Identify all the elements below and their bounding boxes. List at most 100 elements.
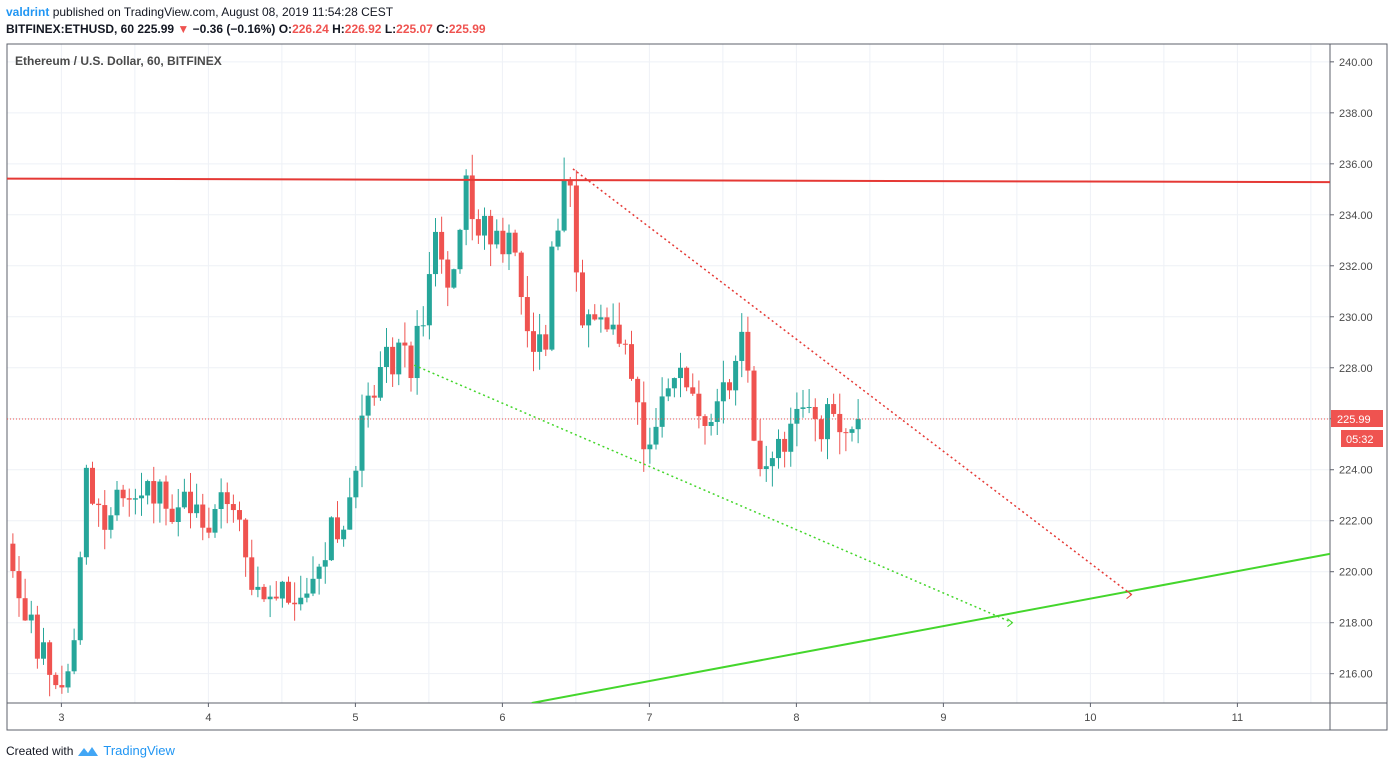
candle [384,328,390,383]
candle [831,393,837,417]
candle [126,488,132,517]
candle [769,451,775,487]
candle [377,351,383,401]
candle [206,507,212,539]
candle [77,551,83,645]
candle [439,216,445,274]
candle [132,488,138,515]
high-value: 226.92 [344,22,382,36]
candle [678,352,684,398]
candle [457,228,463,274]
candle [279,580,285,608]
footer: Created with TradingView [6,743,175,758]
candle [169,494,175,524]
candle [463,169,469,246]
candle [194,483,200,518]
candle [347,477,353,530]
price-tick-label: 222.00 [1339,516,1373,528]
candle [34,605,40,669]
price-chart[interactable]: 216.00218.00220.00222.00224.00226.00228.… [0,0,1391,740]
candle [837,393,843,455]
candle [151,466,157,524]
candle [188,472,194,529]
chart-grid [7,44,1330,703]
candle [433,218,439,287]
chart-legend: Ethereum / U.S. Dollar, 60, BITFINEX [15,54,222,68]
ohlc-header: BITFINEX:ETHUSD, 60 225.99 ▼ −0.36 (−0.1… [6,22,486,36]
time-tick-label: 7 [646,712,652,724]
price-tick-label: 232.00 [1339,261,1373,273]
candle [482,207,488,250]
candle [445,251,451,307]
lower-trend-line[interactable] [413,364,1013,624]
candle [157,479,163,523]
candle [616,302,622,348]
candle [237,501,243,532]
candle [696,380,702,429]
candle [604,307,610,332]
price-tick-label: 230.00 [1339,312,1373,324]
candle [175,488,181,537]
candle [592,304,598,321]
close-label: C: [436,22,449,36]
candle [396,338,402,386]
candle [181,478,187,509]
candle [714,388,720,435]
price-tick-label: 220.00 [1339,567,1373,579]
time-axis[interactable]: 3 4 5 6 7 8 9 10 11 [58,703,1243,724]
author-username[interactable]: valdrint [6,5,50,19]
upper-trend-line[interactable] [572,168,1133,596]
last-price-label: 225.99 [1337,414,1371,426]
candle [114,480,120,521]
candle [47,640,53,697]
candle [855,399,861,444]
candle [53,672,59,690]
candle [573,170,579,292]
candle [800,389,806,418]
candle [59,665,65,694]
price-tick-label: 218.00 [1339,618,1373,630]
candle [555,218,561,251]
candle [255,566,261,598]
candle [812,398,818,442]
support-line[interactable] [531,552,1330,703]
candle [727,378,733,400]
candle [586,309,592,348]
candle [524,276,530,348]
candle [763,445,769,482]
candle [598,304,604,333]
low-value: 225.07 [396,22,433,36]
candle [708,413,714,436]
candle [684,366,690,392]
candle [720,360,726,424]
candle [359,394,365,488]
candlestick-series [10,154,861,697]
candle [408,341,414,392]
symbol-label: BITFINEX:ETHUSD, 60 [6,22,135,36]
price-tick-label: 234.00 [1339,210,1373,222]
candle [414,310,420,395]
candle [286,576,292,605]
time-tick-label: 6 [499,712,505,724]
candle [567,176,573,207]
candle [22,578,28,621]
low-label: L: [384,22,397,36]
candle [849,426,855,442]
candle [629,330,635,381]
candle [818,415,824,452]
open-value: 226.24 [292,22,329,36]
tradingview-brand[interactable]: TradingView [103,743,175,758]
candle [494,219,500,249]
candle [371,384,377,406]
candle [806,389,812,414]
candle [506,224,512,271]
resistance-line[interactable] [7,177,1330,184]
candle [90,461,96,506]
candle [647,427,653,464]
candle [163,475,169,526]
publish-info: valdrint published on TradingView.com, A… [6,5,393,19]
candle [745,316,751,383]
price-axis[interactable]: 216.00218.00220.00222.00224.00226.00228.… [1330,57,1373,681]
candle [549,241,555,352]
price-tick-label: 216.00 [1339,669,1373,681]
